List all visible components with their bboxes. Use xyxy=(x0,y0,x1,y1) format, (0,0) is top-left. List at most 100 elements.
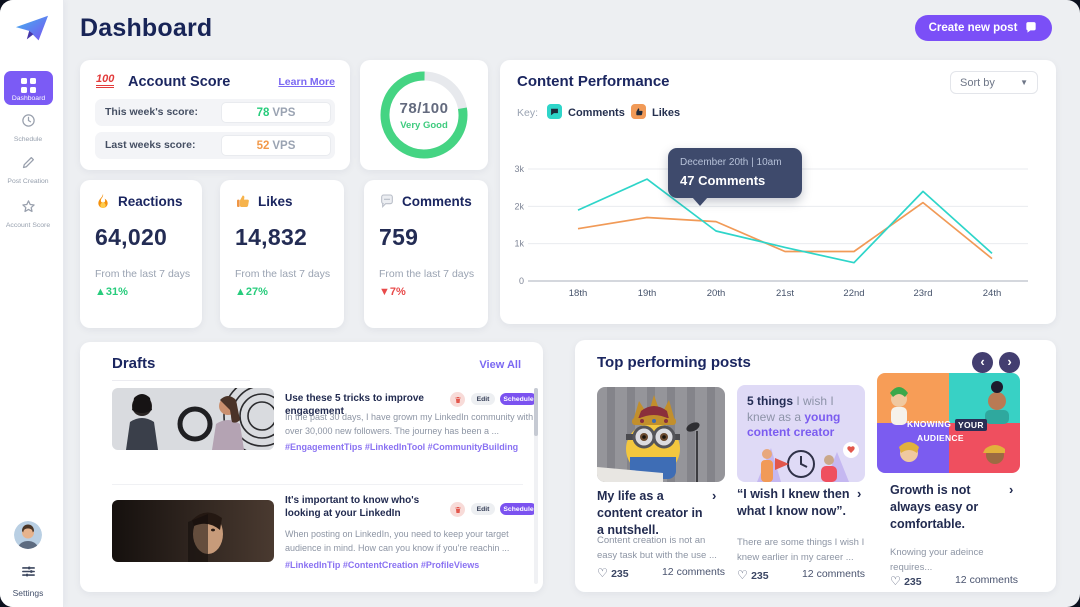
account-score-title: Account Score xyxy=(128,74,231,90)
score-unit: VPS xyxy=(272,106,296,119)
quadrant xyxy=(877,373,949,423)
post-image-text-accent: content creator xyxy=(747,425,835,440)
chart-tooltip: December 20th | 10am 47 Comments xyxy=(668,148,802,206)
post-body: Knowing your adeince requires... xyxy=(890,547,984,573)
page-title: Dashboard xyxy=(80,14,213,42)
svg-text:20th: 20th xyxy=(707,288,726,299)
svg-text:21st: 21st xyxy=(776,288,794,299)
draft-title: Use these 5 tricks to improve engagement xyxy=(285,393,424,417)
schedule-draft-button[interactable]: Schedule xyxy=(500,393,537,405)
quadrant xyxy=(948,423,1020,473)
drafts-scrollbar[interactable] xyxy=(534,388,538,584)
draft-thumbnail[interactable] xyxy=(112,388,274,450)
carousel-prev-button[interactable]: ‹ xyxy=(972,352,993,373)
trash-icon xyxy=(454,506,461,513)
post-title[interactable]: My life as a content creator in a nutshe… xyxy=(597,489,703,537)
stat-delta: ▼7% xyxy=(379,286,406,298)
carousel-next-button[interactable]: › xyxy=(999,352,1020,373)
sidebar-item-label: Schedule xyxy=(13,136,43,143)
stat-label: Reactions xyxy=(118,193,183,209)
heart-icon: ♡ xyxy=(737,568,752,582)
chevron-right-icon[interactable]: › xyxy=(712,488,717,503)
chart-key-label: Key: xyxy=(517,107,539,119)
likes-legend-icon xyxy=(631,104,646,119)
thumbs-up-icon xyxy=(237,195,249,207)
sidebar-item-account-score[interactable]: Account Score xyxy=(2,199,54,229)
delete-draft-button[interactable] xyxy=(450,392,465,407)
score-value: 78 xyxy=(256,106,270,119)
edit-draft-button[interactable]: Edit xyxy=(471,393,495,405)
account-score-card: 100 Account Score Learn More This week's… xyxy=(80,60,350,170)
svg-text:23rd: 23rd xyxy=(913,288,932,299)
draft-hashtags: #LinkedInTip #ContentCreation #ProfileVi… xyxy=(285,560,480,570)
post-image-5-things[interactable]: 5 things I wish I knew as a young conten… xyxy=(737,385,865,482)
view-all-link[interactable]: View All xyxy=(479,359,521,371)
hundred-points-icon: 100 xyxy=(96,73,115,88)
chevron-right-icon: › xyxy=(1007,354,1012,369)
chevron-right-icon[interactable]: › xyxy=(1009,482,1014,497)
sidebar-item-post-creation[interactable]: Post Creation xyxy=(2,155,54,185)
score-gauge-card: 78/100 Very Good xyxy=(360,60,488,170)
score-row-label: This week's score: xyxy=(105,106,198,118)
create-new-post-button[interactable]: Create new post xyxy=(915,15,1052,41)
chevron-right-icon[interactable]: › xyxy=(857,486,862,501)
stat-value: 759 xyxy=(379,224,419,250)
post-comments: 12 comments xyxy=(801,568,865,580)
svg-text:18th: 18th xyxy=(569,288,588,299)
post-comments: 12 comments xyxy=(661,566,725,578)
post-likes: ♡ 235 xyxy=(890,574,922,588)
content-performance-title: Content Performance xyxy=(517,73,670,90)
learn-more-link[interactable]: Learn More xyxy=(278,76,335,88)
post-title[interactable]: “I wish I knew then what I know now”. xyxy=(737,487,850,518)
draft-thumbnail[interactable] xyxy=(112,500,274,562)
performance-line-chart: 0 1k 2k 3k 18th 19th 20th 21st 22nd 23rd 24th xyxy=(514,164,1028,299)
sidebar-item-settings[interactable]: Settings xyxy=(2,563,54,598)
stat-card-comments: Comments 759 From the last 7 days ▼7% xyxy=(364,180,488,328)
chat-bubble-icon xyxy=(1026,22,1037,33)
score-row-last-week: Last weeks score: 52 VPS xyxy=(95,132,335,159)
draft-title: It's important to know who's looking at … xyxy=(285,495,420,519)
sidebar-item-schedule[interactable]: Schedule xyxy=(2,113,54,143)
post-title[interactable]: Growth is not always easy or comfortable… xyxy=(890,483,979,531)
edit-draft-button[interactable]: Edit xyxy=(471,503,495,515)
draft-body: In the past 30 days, I have grown my Lin… xyxy=(285,412,534,436)
post-image-audience[interactable]: KNOWING YOUR AUDIENCE xyxy=(877,373,1020,473)
delete-draft-button[interactable] xyxy=(450,502,465,517)
svg-text:3k: 3k xyxy=(514,164,524,174)
post-image-word: KNOWING xyxy=(907,419,952,429)
post-image-text-accent: young xyxy=(804,409,841,424)
post-image-text: knew as a xyxy=(747,409,805,424)
trash-icon xyxy=(454,396,461,403)
svg-text:1k: 1k xyxy=(514,239,524,249)
fire-icon xyxy=(98,194,108,208)
avatar[interactable] xyxy=(14,521,42,549)
scrollbar-thumb[interactable] xyxy=(534,388,538,436)
post-image-minion[interactable] xyxy=(597,387,725,482)
sidebar-item-label: Settings xyxy=(12,588,44,598)
chevron-left-icon: ‹ xyxy=(980,354,985,369)
app-logo xyxy=(13,12,51,51)
score-value-box: 52 VPS xyxy=(221,135,331,156)
drafts-card: Drafts View All Use these 5 tricks to im… xyxy=(80,342,543,592)
stat-delta: ▲31% xyxy=(95,286,128,298)
legend-comments-label: Comments xyxy=(568,107,625,119)
sort-by-dropdown[interactable]: Sort by ▼ xyxy=(950,71,1038,94)
tooltip-date: December 20th | 10am xyxy=(680,157,782,168)
score-unit: VPS xyxy=(272,139,296,152)
content-performance-card: Content Performance Sort by ▼ Key: Comme… xyxy=(500,60,1056,324)
comment-icon xyxy=(381,194,393,208)
sidebar-item-label: Post Creation xyxy=(7,178,49,185)
post-image-characters xyxy=(890,381,1009,464)
schedule-draft-button[interactable]: Schedule xyxy=(500,503,537,515)
stat-value: 14,832 xyxy=(235,224,308,250)
post-body: Content creation is not an easy task but… xyxy=(597,535,717,561)
post-likes: ♡ 235 xyxy=(597,566,629,580)
settings-sliders-icon xyxy=(21,566,35,577)
sidebar-item-dashboard[interactable]: Dashboard xyxy=(4,71,53,105)
sidebar-item-label: Account Score xyxy=(5,222,51,229)
create-new-post-label: Create new post xyxy=(928,22,1018,34)
post-footer: ♡ 235 12 comments xyxy=(737,568,865,582)
post-image-word: AUDIENCE xyxy=(917,433,964,443)
svg-text:24th: 24th xyxy=(983,288,1002,299)
